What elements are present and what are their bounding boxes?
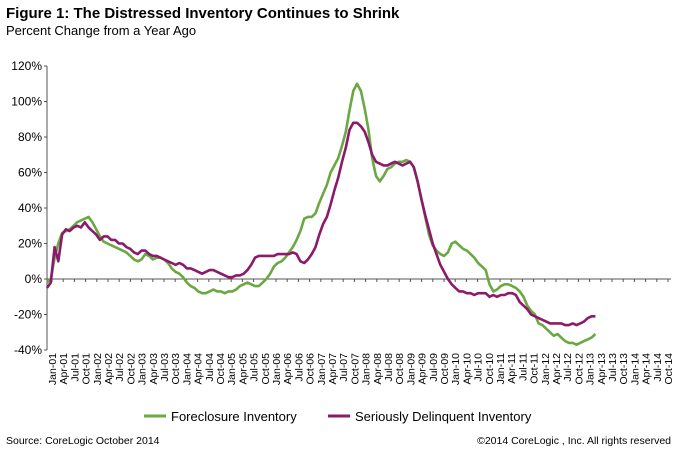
x-tick-label: Apr-08 [372, 353, 384, 385]
x-tick-label: Jul-09 [428, 353, 440, 382]
copyright-note: ©2014 CoreLogic , Inc. All rights reserv… [477, 435, 671, 447]
x-tick-label: Jul-12 [562, 353, 574, 382]
x-tick-label: Jan-05 [226, 353, 238, 385]
y-tick-label: -20% [14, 308, 42, 322]
x-tick-label: Jan-09 [405, 353, 417, 385]
x-tick-label: Oct-04 [215, 353, 227, 385]
y-tick-label: 120% [11, 59, 42, 73]
x-tick-label: Jan-02 [92, 353, 104, 385]
x-tick-label: Jan-07 [316, 353, 328, 385]
x-tick-label: Oct-11 [529, 353, 541, 384]
page-title: Figure 1: The Distressed Inventory Conti… [6, 5, 400, 22]
y-axis-ticks: 120% 100% 80% 60% 40% 20% 0% -20% -40% [11, 59, 42, 357]
x-tick-label: Apr-02 [103, 353, 115, 385]
x-tick-label: Apr-01 [58, 353, 70, 385]
y-tick-label: 40% [18, 201, 42, 215]
chart-subtitle: Percent Change from a Year Ago [6, 23, 197, 38]
x-tick-label: Oct-06 [305, 353, 317, 385]
y-tick-label: 100% [11, 95, 42, 109]
x-tick-label: Oct-10 [484, 353, 496, 385]
x-tick-label: Apr-03 [148, 353, 160, 385]
x-tick-label: Jul-04 [204, 353, 216, 382]
x-tick-label: Oct-07 [349, 353, 361, 385]
x-tick-label: Apr-13 [596, 353, 608, 385]
x-tick-label: Jul-07 [338, 353, 350, 382]
x-tick-label: Jan-10 [450, 353, 462, 385]
x-tick-label: Apr-10 [461, 353, 473, 385]
x-tick-label: Jan-14 [629, 353, 641, 385]
x-tick-label: Jul-05 [249, 353, 261, 382]
chart-legend: Foreclosure Inventory Seriously Delinquen… [144, 409, 532, 424]
legend-label: Foreclosure Inventory [171, 409, 297, 424]
source-note: Source: CoreLogic October 2014 [6, 435, 160, 447]
x-tick-label: Oct-13 [618, 353, 630, 385]
x-tick-label: Apr-04 [193, 353, 205, 385]
x-tick-label: Apr-05 [237, 353, 249, 385]
x-tick-label: Oct-08 [394, 353, 406, 385]
series-line-seriously-delinquent [45, 121, 596, 327]
series-line-foreclosure [46, 82, 597, 346]
x-tick-label: Apr-11 [506, 353, 518, 384]
x-tick-label: Jul-02 [114, 353, 126, 382]
x-tick-label: Jul-06 [293, 353, 305, 382]
x-tick-label: Jan-06 [271, 353, 283, 385]
x-tick-label: Apr-14 [641, 353, 653, 385]
x-tick-label: Jan-13 [585, 353, 597, 385]
x-tick-label: Jul-01 [69, 353, 81, 382]
x-tick-label: Oct-02 [125, 353, 137, 385]
x-tick-label: Apr-06 [282, 353, 294, 385]
x-tick-label: Oct-14 [663, 353, 675, 385]
x-tick-label: Jan-08 [361, 353, 373, 385]
y-tick-label: 20% [18, 237, 42, 251]
x-tick-label: Oct-01 [81, 353, 93, 385]
x-tick-label: Jul-13 [607, 353, 619, 382]
x-tick-label: Jan-04 [181, 353, 193, 385]
legend-label: Seriously Delinquent Inventory [355, 409, 532, 424]
x-tick-label: Jul-03 [159, 353, 171, 382]
x-tick-label: Apr-12 [551, 353, 563, 385]
x-axis-ticks: Jan-01 Apr-01 Jul-01 Oct-01 Jan-02 Apr-02 Jul-… [47, 353, 675, 385]
y-tick-label: 0% [25, 272, 43, 286]
x-tick-label: Jan-12 [540, 353, 552, 385]
x-tick-label: Jul-11 [517, 353, 529, 381]
x-tick-label: Jan-11 [495, 353, 507, 384]
x-tick-label: Oct-09 [439, 353, 451, 385]
x-tick-label: Jul-10 [473, 353, 485, 382]
x-tick-label: Jul-08 [383, 353, 395, 382]
x-tick-label: Apr-09 [417, 353, 429, 385]
x-tick-label: Oct-03 [170, 353, 182, 385]
x-tick-label: Jan-01 [47, 353, 59, 385]
x-tick-label: Jul-14 [652, 353, 664, 382]
x-tick-label: Oct-12 [573, 353, 585, 385]
x-tick-label: Apr-07 [327, 353, 339, 385]
y-tick-label: 80% [18, 130, 42, 144]
x-tick-label: Jan-03 [137, 353, 149, 385]
series-lines [45, 82, 597, 346]
axes [44, 65, 671, 351]
y-tick-label: -40% [14, 343, 42, 357]
x-tick-label: Oct-05 [260, 353, 272, 385]
y-tick-label: 60% [18, 166, 42, 180]
